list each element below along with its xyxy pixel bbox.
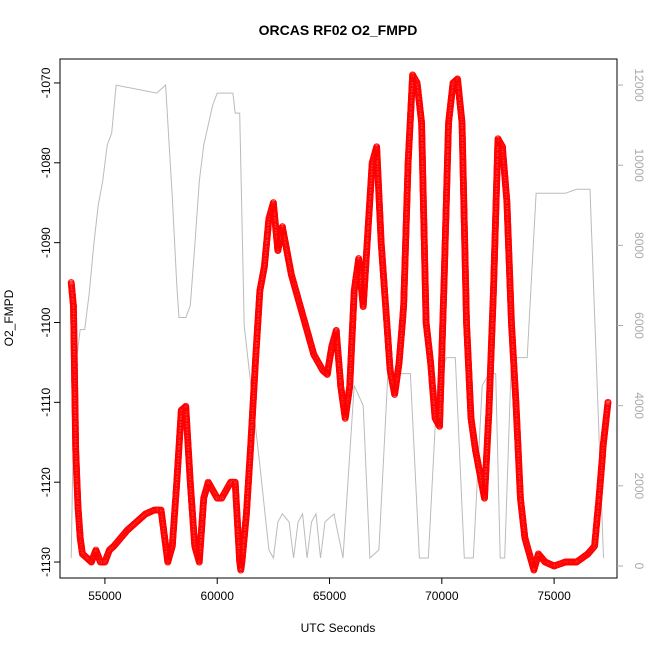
y-tick-label: -1080 <box>39 147 53 178</box>
right-tick-label: 2000 <box>632 472 646 499</box>
x-tick-label: 70000 <box>425 589 459 603</box>
chart-title: ORCAS RF02 O2_FMPD <box>259 22 418 38</box>
y-axis-label: O2_FMPD <box>2 289 16 346</box>
x-axis-label: UTC Seconds <box>301 621 376 635</box>
y-tick-label: -1120 <box>39 467 53 497</box>
plot-frame <box>59 58 618 579</box>
y-tick-label: -1090 <box>39 227 53 258</box>
y-tick-label: -1110 <box>39 388 53 417</box>
right-tick-label: 4000 <box>632 392 646 419</box>
y-tick-label: -1070 <box>39 67 53 98</box>
right-tick-label: 12000 <box>632 68 646 102</box>
o2-data-point <box>604 398 612 406</box>
x-tick-label: 55000 <box>88 589 122 603</box>
x-tick-label: 60000 <box>201 589 235 603</box>
altitude-line <box>70 84 604 560</box>
x-tick-label: 65000 <box>313 589 347 603</box>
right-tick-label: 6000 <box>632 312 646 339</box>
right-tick-label: 8000 <box>632 232 646 259</box>
y-tick-label: -1100 <box>39 307 53 337</box>
y-tick-label: -1130 <box>39 547 53 577</box>
right-tick-label: 0 <box>632 563 646 570</box>
right-tick-label: 10000 <box>632 149 646 183</box>
axes: 55000 60000 65000 70000 75000-1130-1120-1110… <box>39 67 646 603</box>
x-tick-label: 75000 <box>537 589 571 603</box>
data-layer <box>67 71 612 574</box>
